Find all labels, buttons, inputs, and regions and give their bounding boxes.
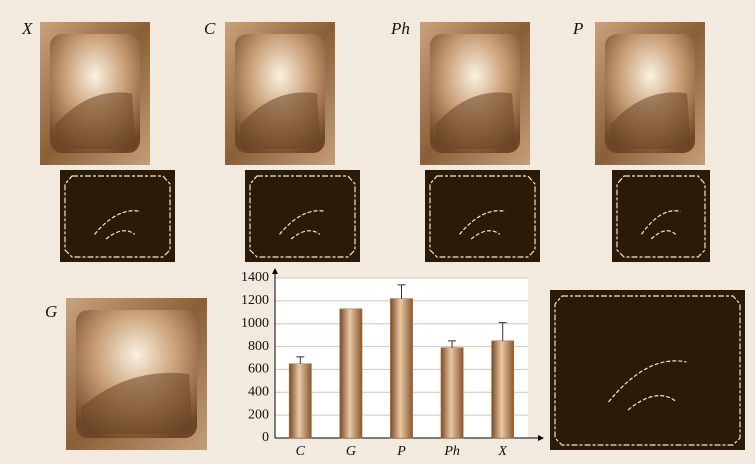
bar [289, 364, 311, 438]
edge-bg [245, 170, 360, 262]
panel-label: X [21, 19, 33, 38]
figure: X C Ph P G 0 200 400 600 800 1000 1200 1400 C G P Ph X [0, 0, 755, 464]
edge-map [245, 170, 360, 262]
y-tick-label: 1400 [241, 270, 269, 285]
panel-label: P [572, 19, 583, 38]
photo [66, 298, 207, 450]
photo [420, 22, 530, 165]
edge-bg [612, 170, 710, 262]
edge-map [612, 170, 710, 262]
x-tick-label: G [346, 444, 356, 459]
x-arrow [538, 435, 544, 441]
y-tick-label: 0 [262, 430, 269, 445]
photo [595, 22, 705, 165]
edge-map [60, 170, 175, 262]
y-tick-label: 400 [248, 385, 269, 400]
x-tick-label: Ph [443, 444, 460, 459]
y-tick-label: 1200 [241, 293, 269, 308]
y-tick-label: 200 [248, 407, 269, 422]
edge-bg [550, 290, 745, 450]
panel-label: G [45, 302, 57, 321]
bar [441, 348, 463, 438]
photo [40, 22, 150, 165]
panel-label: Ph [390, 19, 410, 38]
edge-bg [60, 170, 175, 262]
edge-map [425, 170, 540, 262]
y-tick-label: 1000 [241, 316, 269, 331]
y-tick-label: 600 [248, 362, 269, 377]
x-tick-label: X [497, 444, 507, 459]
edge-map [550, 290, 745, 450]
y-tick-label: 800 [248, 339, 269, 354]
x-tick-label: P [396, 444, 406, 459]
photo [225, 22, 335, 165]
bar [390, 299, 412, 438]
bar [492, 341, 514, 438]
bar [340, 309, 362, 438]
y-arrow [272, 268, 278, 274]
edge-bg [425, 170, 540, 262]
x-tick-label: C [296, 444, 306, 459]
panel-label: C [204, 19, 216, 38]
